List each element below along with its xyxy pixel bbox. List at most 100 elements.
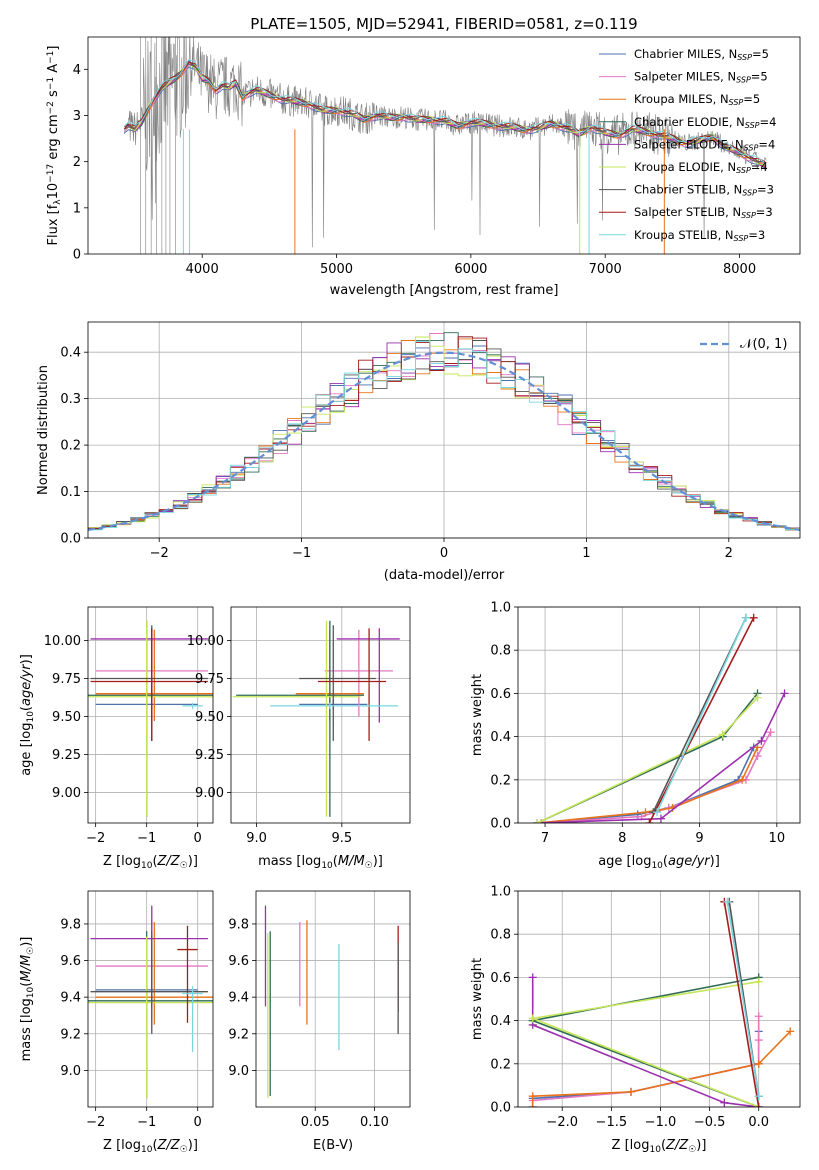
label-part: ☉ (688, 1145, 696, 1155)
y-tick-label: 9.2 (228, 1027, 249, 1042)
x-tick-label: 0.10 (360, 1115, 389, 1130)
legend-text: Salpeter STELIB, N (634, 205, 741, 219)
spectrum-plot-area (123, 37, 767, 254)
weight-marker-salpeter-miles (754, 1036, 763, 1045)
label-part: ( (152, 854, 157, 869)
y-tick-label: 0.6 (490, 971, 511, 986)
legend-text: Chabrier MILES, N (634, 47, 737, 61)
y-tick-label: 9.4 (228, 991, 249, 1006)
legend-sub: SSP (744, 144, 759, 153)
y-tick-label: 0.4 (490, 1014, 511, 1029)
y-tick-label: 0.8 (490, 928, 511, 943)
weight-marker-kroupa-miles (786, 1027, 795, 1036)
y-tick-label: 0.8 (490, 644, 511, 659)
label-part: Z [log (103, 854, 141, 869)
x-tick-label: 10 (769, 831, 786, 846)
x-axis-label: (data-model)/error (384, 568, 505, 583)
x-tick-label: 9.0 (246, 831, 267, 846)
weight-vs-Z-axes: −2.0 −1.5 −1.0 −0.5 0.0 0.0 0.2 0.4 0.6 0.8 1.0 (490, 885, 801, 1130)
y-axis-label: mass [log10(M/M☉)] (19, 937, 36, 1062)
y-tick-label: 0.6 (490, 687, 511, 702)
legend-sub: SSP (736, 166, 751, 175)
label-part: 10 (141, 861, 153, 871)
legend-tail: =5 (743, 92, 760, 106)
y-tick-label: 3 (73, 109, 81, 124)
legend-tail: =4 (760, 115, 777, 129)
label-part: 10 (26, 986, 36, 998)
y-tick-label: 0.2 (490, 1057, 511, 1072)
x-tick-label: 0 (194, 831, 202, 846)
mass-vs-ebv-axes: 0.05 0.10 9.0 9.2 9.4 9.6 9.8 (228, 890, 411, 1130)
label-part: −1 (46, 77, 56, 90)
x-tick-label: 0.0 (748, 1115, 769, 1130)
axes-frame (230, 606, 411, 824)
y-tick-label: 9.0 (60, 1064, 81, 1079)
legend-sub: SSP (745, 121, 760, 130)
spectrum-axes: 4000 5000 6000 7000 8000 0 1 2 3 4 (73, 36, 801, 277)
label-part: Z/Z (157, 854, 181, 869)
x-tick-label: 8000 (723, 262, 756, 277)
x-tick-label: −1 (137, 831, 156, 846)
y-tick-label: 0.0 (60, 532, 81, 547)
y-tick-label: 9.50 (195, 710, 224, 725)
weight-marker-salpeter-miles (753, 752, 762, 761)
mass-vs-ebv-plot-area (264, 905, 399, 1098)
label-part: Flux [f (46, 204, 61, 245)
weight-line-kroupa-stelib (726, 901, 760, 1097)
legend-text: Chabrier STELIB, N (634, 183, 742, 197)
mass-vs-Z-axes: −2 −1 0 9.0 9.2 9.4 9.6 9.8 (60, 890, 214, 1130)
x-tick-label: 9.5 (331, 831, 352, 846)
x-tick-label: 0 (440, 546, 448, 561)
y-tick-label: 9.00 (52, 786, 81, 801)
legend-text: Kroupa MILES, N (634, 92, 729, 106)
age-vs-Z-plot-area (88, 620, 213, 817)
histogram-kroupa-elodie (88, 336, 800, 529)
y-tick-label: 4 (73, 63, 81, 78)
label-part: )] (710, 854, 720, 869)
label-part: ☉ (180, 1145, 188, 1155)
axes-frame (517, 890, 801, 1108)
legend-text: Salpeter ELODIE, N (634, 137, 744, 151)
weight-vs-age-axes: 7 8 9 10 0.0 0.2 0.4 0.6 0.8 1.0 (490, 601, 801, 846)
y-tick-label: 0.0 (490, 817, 511, 832)
axes-frame (87, 890, 214, 1108)
weight-marker-kroupa-stelib (754, 1092, 763, 1101)
y-tick-label: 9.75 (52, 672, 81, 687)
label-part: A (46, 64, 61, 77)
weight-line-salpeter-elodie (537, 693, 786, 823)
x-axis-label: mass [log10(M/M☉)] (258, 854, 383, 871)
x-tick-label: 5000 (320, 262, 353, 277)
weight-marker-kroupa-elodie (528, 1014, 537, 1023)
label-part: λ (53, 199, 63, 205)
age-vs-mass-axes: 9.0 9.5 9.00 9.25 9.50 9.75 10.00 (187, 606, 411, 846)
label-part: ( (333, 854, 338, 869)
legend-tail: =3 (748, 228, 765, 242)
y-tick-label: 0.0 (490, 1101, 511, 1116)
weight-line-chabrier-elodie (536, 692, 759, 823)
label-part: ☉ (180, 861, 188, 871)
label-part: E(B-V) (313, 1138, 353, 1153)
label-part: mass weight (470, 958, 485, 1040)
x-tick-label: 9 (695, 831, 703, 846)
y-tick-label: 9.2 (60, 1027, 81, 1042)
label-part: 10 (321, 861, 333, 871)
y-axis-label: age [log10(age/yr)] (19, 654, 36, 776)
legend-sub: SSP (742, 189, 757, 198)
x-tick-label: −2 (86, 831, 105, 846)
y-tick-label: 1.0 (490, 885, 511, 900)
y-axis-label: mass weight (470, 674, 485, 756)
label-part: ( (152, 1138, 157, 1153)
label-part: Z [log (612, 1138, 650, 1153)
residuals-plot-area (88, 332, 800, 531)
label-part: )] (188, 1138, 198, 1153)
weight-marker-kroupa-elodie (753, 693, 762, 702)
label-part: −1 (46, 51, 56, 64)
mass-vs-Z-plot-area (88, 905, 213, 1098)
y-axis-label: Normed distribution (36, 365, 51, 495)
histogram-kroupa-stelib (88, 340, 800, 531)
label-part: erg cm (46, 114, 61, 163)
x-tick-label: 2 (725, 546, 733, 561)
weight-line-salpeter-stelib (723, 901, 760, 1107)
weight-vs-age-plot-area (533, 613, 789, 823)
legend-label: Chabrier STELIB, NSSP=3 (634, 183, 774, 198)
